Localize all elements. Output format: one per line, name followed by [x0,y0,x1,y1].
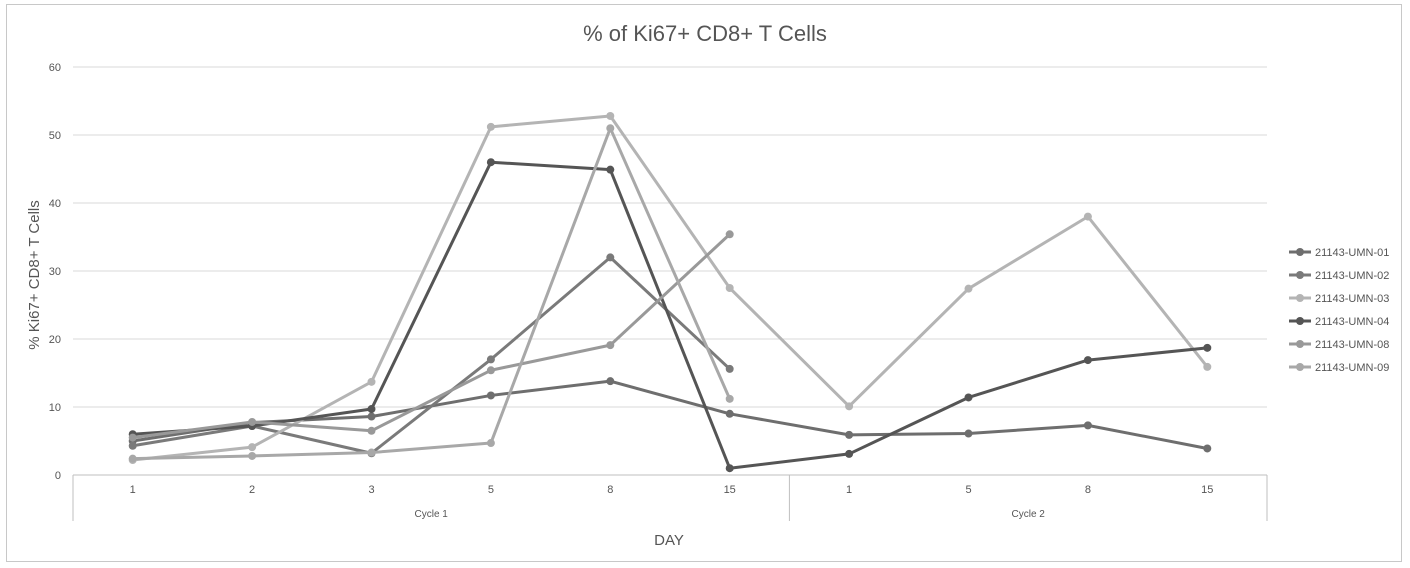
x-tick-label: 5 [965,484,971,496]
data-point [606,111,615,120]
y-axis-title: % Ki67+ CD8+ T Cells [26,200,43,350]
data-point [964,284,973,293]
data-point [128,441,137,450]
series-line [132,379,1208,450]
legend-swatch-marker [1296,248,1304,256]
gridlines [73,66,1267,476]
series-line [132,255,731,455]
legend: 21143-UMN-01 21143-UMN-02 21143-UMN-03 2114… [1289,247,1389,374]
data-point [964,429,973,438]
legend-label: 21143-UMN-02 [1315,270,1389,282]
data-point [606,124,615,133]
legend-item: 21143-UMN-08 [1289,339,1389,351]
data-point [845,402,854,411]
chart-title: % of Ki67+ CD8+ T Cells [583,21,827,46]
legend-label: 21143-UMN-09 [1315,362,1389,374]
data-point [367,377,376,386]
data-point [486,439,495,448]
data-point [486,355,495,364]
data-point [1203,444,1212,453]
legend-label: 21143-UMN-08 [1315,339,1389,351]
legend-swatch-marker [1296,317,1304,325]
data-point [248,451,257,460]
legend-item: 21143-UMN-03 [1289,293,1389,305]
data-point [725,409,734,418]
legend-label: 21143-UMN-01 [1315,247,1389,259]
data-point [606,253,615,262]
series-21143-UMN-09 [128,124,734,463]
data-point [845,430,854,439]
x-tick-label: 5 [488,484,494,496]
y-tick-label: 50 [49,130,61,142]
data-point [606,377,615,386]
series-line [132,114,1209,462]
legend-item: 21143-UMN-09 [1289,362,1389,374]
data-point [725,464,734,473]
data-point [964,393,973,402]
x-tick-label: 1 [846,484,852,496]
data-point [367,448,376,457]
data-point [128,454,137,463]
y-tick-label: 20 [49,334,61,346]
data-point [248,443,257,452]
data-point [725,364,734,373]
legend-swatch-marker [1296,294,1304,302]
y-tick-label: 0 [55,470,61,482]
data-point [606,341,615,350]
series-line [132,126,732,461]
data-point [486,122,495,131]
series-line [132,160,1208,470]
data-point [1083,421,1092,430]
data-point [1083,212,1092,221]
data-point [1083,356,1092,365]
data-point [845,449,854,458]
data-point [1203,343,1212,352]
data-point [128,433,137,442]
data-point [725,284,734,292]
group-label: Cycle 2 [1012,509,1046,520]
data-point [725,230,734,239]
legend-label: 21143-UMN-03 [1315,293,1389,305]
x-tick-label: 3 [368,484,374,496]
x-tick-label: 8 [1085,484,1091,496]
y-axis: 0 10 20 30 40 50 60 [49,62,61,482]
chart-canvas: % of Ki67+ CD8+ T Cells 0 10 20 30 40 50 60 1 2… [26,21,1389,549]
series-21143-UMN-01 [128,377,1212,453]
data-point [486,158,495,167]
legend-item: 21143-UMN-02 [1289,270,1389,282]
series-21143-UMN-04 [128,158,1212,473]
data-point [606,165,615,174]
y-tick-label: 30 [49,266,61,278]
y-tick-label: 10 [49,402,61,414]
x-tick-label: 2 [249,484,255,496]
data-point [486,366,495,375]
x-axis-title: DAY [654,532,684,549]
series-line [132,233,731,440]
chart-frame: % of Ki67+ CD8+ T Cells 0 10 20 30 40 50 60 1 2… [6,4,1402,562]
data-point [725,394,734,403]
x-tick-label: 15 [1201,484,1213,496]
data-point [486,391,495,400]
data-point [367,412,376,421]
series-21143-UMN-08 [128,230,734,442]
data-point [367,426,376,435]
legend-item: 21143-UMN-04 [1289,316,1389,328]
group-label: Cycle 1 [415,509,449,520]
legend-swatch-marker [1296,363,1304,371]
series-lines [128,111,1212,473]
data-point [1203,362,1212,371]
legend-item: 21143-UMN-01 [1289,247,1389,259]
x-tick-label: 8 [607,484,613,496]
x-tick-label: 1 [130,484,136,496]
y-tick-label: 40 [49,198,61,210]
y-tick-label: 60 [49,62,61,74]
x-tick-label: 15 [724,484,736,496]
data-point [248,417,257,426]
legend-label: 21143-UMN-04 [1315,316,1389,328]
legend-swatch-marker [1296,271,1304,279]
data-point [367,405,376,414]
series-21143-UMN-03 [128,111,1212,465]
legend-swatch-marker [1296,340,1304,348]
